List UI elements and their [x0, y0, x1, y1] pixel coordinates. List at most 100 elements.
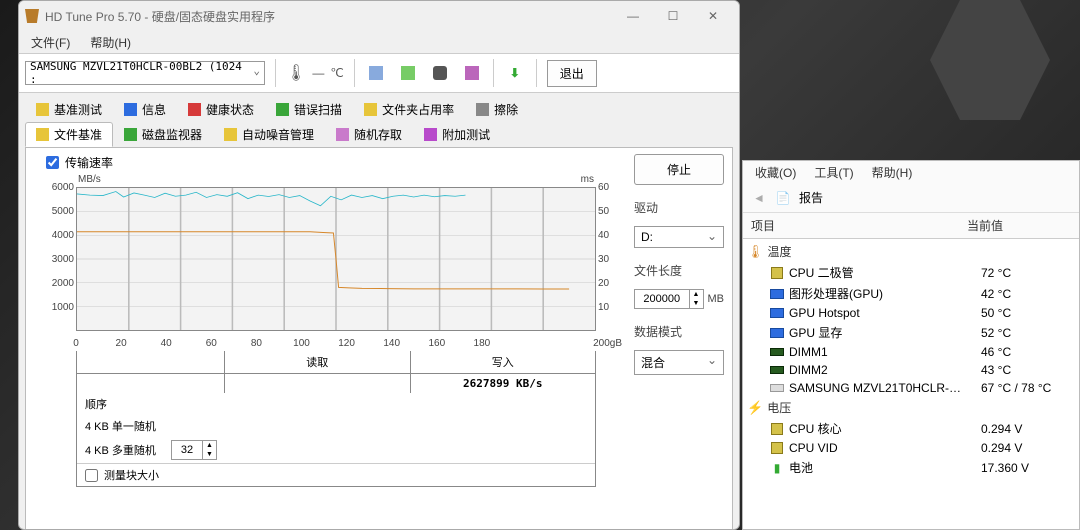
pattern-select[interactable]: 混合 [634, 350, 724, 375]
sensor-row[interactable]: GPU 显存52 °C [743, 322, 1079, 343]
x-tick: 140 [383, 338, 400, 349]
tab-自动噪音管理[interactable]: 自动噪音管理 [213, 122, 325, 147]
tab-健康状态[interactable]: 健康状态 [177, 97, 265, 122]
tab-label: 错误扫描 [294, 101, 342, 118]
stop-button[interactable]: 停止 [634, 154, 724, 185]
drive-select[interactable]: D: [634, 226, 724, 248]
y-right-tick: 20 [598, 278, 618, 289]
length-down[interactable]: ▼ [690, 299, 703, 308]
x-tick: 60 [206, 338, 217, 349]
length-label: 文件长度 [634, 262, 724, 279]
y-right-tick: 30 [598, 254, 618, 265]
y-left-tick: 2000 [44, 278, 74, 289]
section-header[interactable]: ⚡电压 [743, 397, 1079, 418]
menu-fav[interactable]: 收藏(O) [747, 162, 804, 183]
tab-icon [224, 128, 237, 141]
sensor-label: CPU 核心 [789, 420, 981, 437]
y-unit-left: MB/s [78, 174, 101, 185]
x-tick: 0 [73, 338, 79, 349]
sensor-row[interactable]: CPU 二极管72 °C [743, 262, 1079, 283]
sensor-value: 67 °C / 78 °C [981, 381, 1075, 395]
multi-down[interactable]: ▼ [203, 450, 216, 459]
multi-up[interactable]: ▲ [203, 441, 216, 450]
col-current: 当前值 [959, 213, 1079, 238]
y-left-tick: 4000 [44, 230, 74, 241]
y-left-tick: 5000 [44, 206, 74, 217]
write-value: 2627899 KB/s [411, 374, 596, 393]
chart-svg [77, 188, 595, 330]
tab-擦除[interactable]: 擦除 [465, 97, 529, 122]
tab-label: 附加测试 [442, 126, 490, 143]
content-area: 传输速率 MB/s ms 600060500050400040300030200… [25, 147, 733, 530]
sensor-tree: 🌡温度CPU 二极管72 °C图形处理器(GPU)42 °CGPU Hotspo… [743, 239, 1079, 480]
tab-错误扫描[interactable]: 错误扫描 [265, 97, 353, 122]
titlebar: HD Tune Pro 5.70 - 硬盘/固态硬盘实用程序 — ☐ ✕ [19, 1, 739, 31]
sensor-value: 17.360 V [981, 461, 1075, 475]
screenshot-icon[interactable] [429, 62, 451, 84]
tab-基准测试[interactable]: 基准测试 [25, 97, 113, 122]
transfer-rate-check-input[interactable] [46, 156, 59, 169]
measure-block-checkbox[interactable] [85, 469, 98, 482]
tab-附加测试[interactable]: 附加测试 [413, 122, 501, 147]
sensor-row[interactable]: 图形处理器(GPU)42 °C [743, 283, 1079, 304]
menu-help[interactable]: 帮助(H) [82, 32, 139, 53]
length-value[interactable]: 200000 [635, 290, 689, 308]
maximize-button[interactable]: ☐ [653, 3, 693, 29]
device-select[interactable]: SAMSUNG MZVL21T0HCLR-00BL2 (1024 : [25, 61, 265, 85]
chart-plot [76, 187, 596, 331]
tab-icon [124, 103, 137, 116]
menu-file[interactable]: 文件(F) [23, 32, 78, 53]
copy-icon[interactable] [365, 62, 387, 84]
background-hex-shape [930, 0, 1050, 120]
length-up[interactable]: ▲ [690, 290, 703, 299]
sensor-row[interactable]: SAMSUNG MZVL21T0HCLR-…67 °C / 78 °C [743, 379, 1079, 397]
save-icon[interactable] [461, 62, 483, 84]
x-tick: 120 [338, 338, 355, 349]
tab-icon [36, 128, 49, 141]
minimize-button[interactable]: — [613, 3, 653, 29]
sensor-value: 0.294 V [981, 441, 1075, 455]
sensor-icon [769, 422, 785, 436]
side-columns: 项目 当前值 [743, 213, 1079, 239]
y-right-tick: 50 [598, 206, 618, 217]
sensor-label: 图形处理器(GPU) [789, 285, 981, 302]
separator [493, 59, 494, 87]
row-4k-single: 4 KB 单一随机 [77, 415, 225, 437]
tab-文件基准[interactable]: 文件基准 [25, 122, 113, 147]
tab-信息[interactable]: 信息 [113, 97, 177, 122]
menu-help-side[interactable]: 帮助(H) [864, 162, 921, 183]
tab-icon [276, 103, 289, 116]
back-icon[interactable]: ◄ [751, 190, 767, 206]
download-icon[interactable]: ⬇ [504, 62, 526, 84]
sensor-icon [769, 345, 785, 359]
toolbar: SAMSUNG MZVL21T0HCLR-00BL2 (1024 : 🌡 — ℃… [19, 53, 739, 93]
sensor-label: SAMSUNG MZVL21T0HCLR-… [789, 381, 981, 395]
sensor-row[interactable]: DIMM243 °C [743, 361, 1079, 379]
separator [275, 59, 276, 87]
menu-tools[interactable]: 工具(T) [806, 162, 861, 183]
tab-icon [124, 128, 137, 141]
sensor-icon [769, 287, 785, 301]
sensor-icon [769, 326, 785, 340]
sensor-value: 0.294 V [981, 422, 1075, 436]
exit-button[interactable]: 退出 [547, 60, 597, 87]
row-measure-block[interactable]: 测量块大小 [77, 464, 225, 486]
report-icon[interactable]: 📄 [775, 190, 791, 206]
copy-data-icon[interactable] [397, 62, 419, 84]
sensor-row[interactable]: CPU 核心0.294 V [743, 418, 1079, 439]
tab-磁盘监视器[interactable]: 磁盘监视器 [113, 122, 213, 147]
section-header[interactable]: 🌡温度 [743, 241, 1079, 262]
sensor-row[interactable]: CPU VID0.294 V [743, 439, 1079, 457]
sensor-row[interactable]: GPU Hotspot50 °C [743, 304, 1079, 322]
transfer-rate-checkbox[interactable]: 传输速率 [46, 154, 622, 171]
x-tick: 180 [474, 338, 491, 349]
tab-文件夹占用率[interactable]: 文件夹占用率 [353, 97, 465, 122]
sensor-row[interactable]: DIMM146 °C [743, 343, 1079, 361]
tab-label: 信息 [142, 101, 166, 118]
sensor-icon [769, 363, 785, 377]
table-header-blank [77, 351, 225, 373]
tab-随机存取[interactable]: 随机存取 [325, 122, 413, 147]
sensor-row[interactable]: ▮电池17.360 V [743, 457, 1079, 478]
multi-value[interactable]: 32 [172, 441, 202, 459]
close-button[interactable]: ✕ [693, 3, 733, 29]
